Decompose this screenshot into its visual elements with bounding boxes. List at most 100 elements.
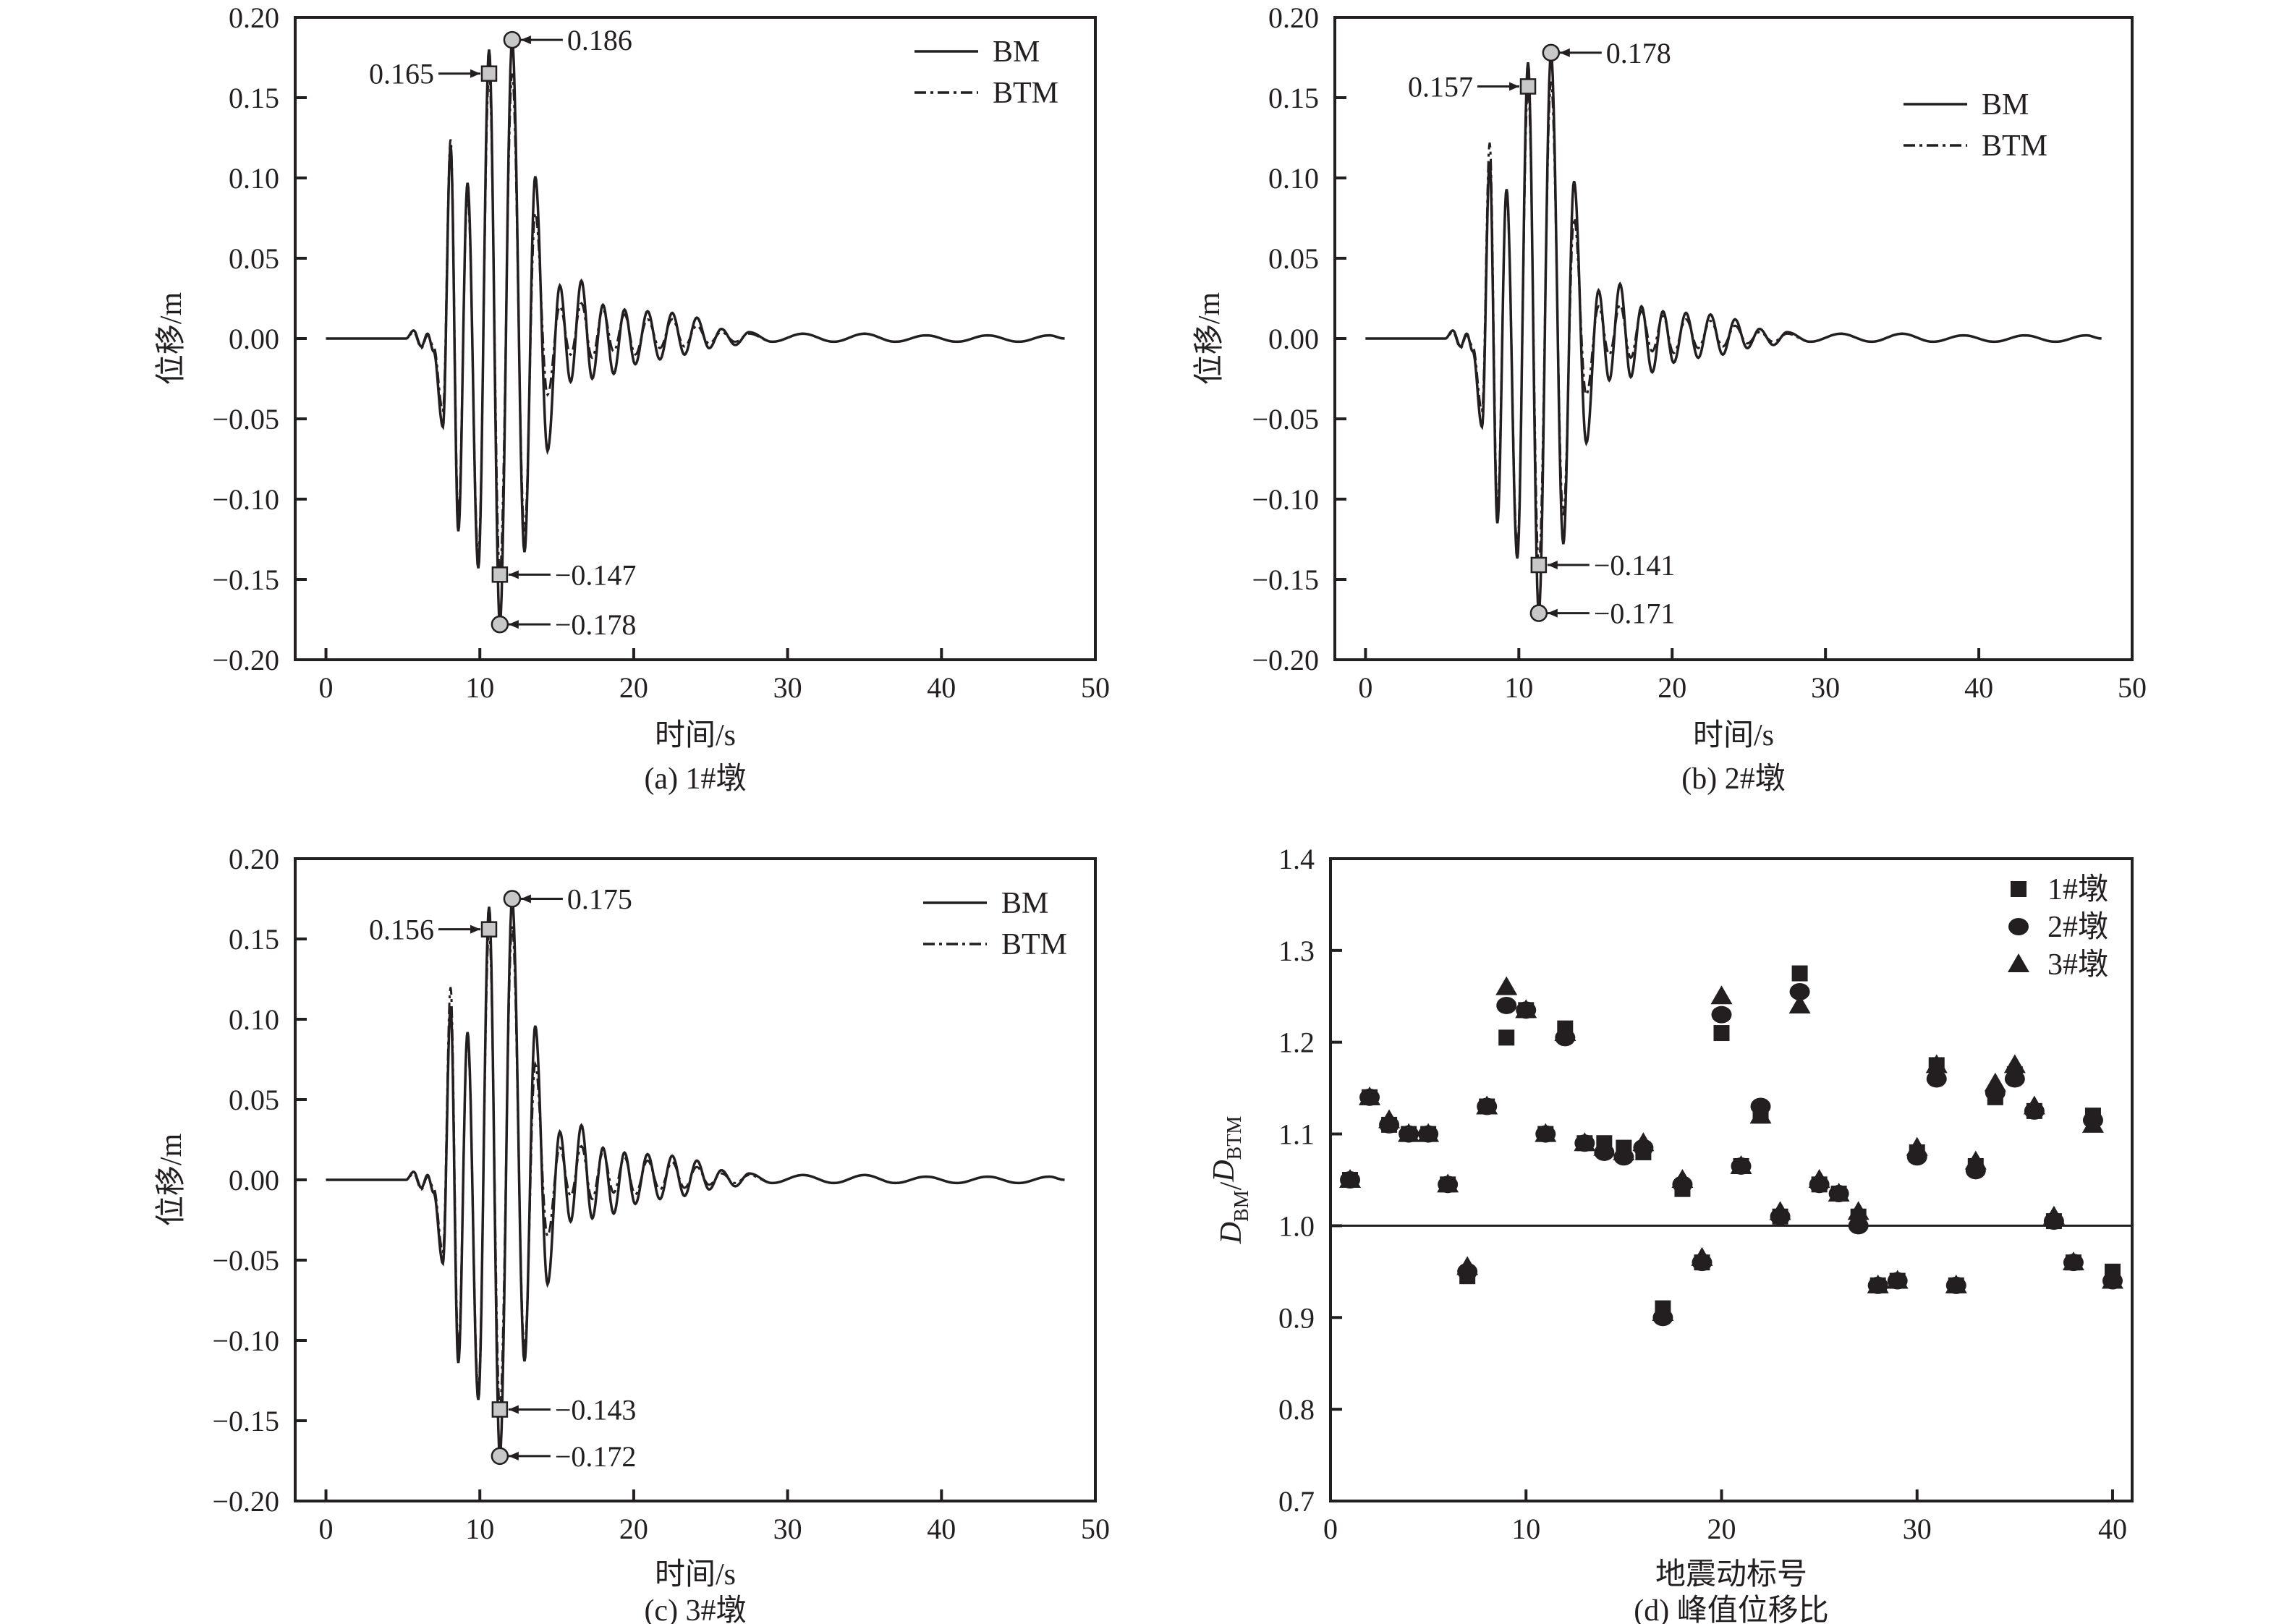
arrowhead-icon: [470, 924, 480, 934]
data-point-triangle: [1847, 1201, 1870, 1220]
legend-marker-triangle: [2008, 953, 2029, 972]
x-tick-label: 20: [619, 671, 648, 704]
data-point-triangle: [2003, 1054, 2026, 1074]
data-point-triangle: [1593, 1136, 1616, 1156]
y-tick-label: 0.15: [229, 923, 279, 956]
arrowhead-icon: [508, 570, 519, 579]
y-tick-label: −0.15: [212, 564, 279, 596]
data-point-triangle: [1378, 1109, 1401, 1128]
legend-marker-circle: [2008, 918, 2029, 935]
y-tick-label: 0.20: [229, 843, 279, 875]
series-btm-line: [1365, 81, 2102, 566]
data-point-square: [1498, 1029, 1515, 1046]
data-point-triangle: [1906, 1136, 1928, 1156]
data-point-triangle: [1554, 1022, 1576, 1042]
data-point-triangle: [1828, 1183, 1850, 1202]
y-tick-label: −0.10: [212, 1325, 279, 1357]
data-point-triangle: [1867, 1274, 1889, 1293]
data-point-triangle: [1788, 994, 1811, 1013]
annotation-label: 0.165: [369, 58, 434, 90]
y-axis-label: 位移/m: [1192, 292, 1226, 386]
y-axis-label-part: /: [1215, 1181, 1248, 1190]
data-point-triangle: [1515, 999, 1537, 1019]
data-point-square: [1713, 1025, 1730, 1042]
annotation-label: 0.178: [1606, 37, 1671, 69]
data-point-circle: [1848, 1217, 1869, 1235]
data-point-triangle: [1437, 1173, 1459, 1193]
x-tick-label: 20: [1658, 671, 1686, 704]
plot-frame: [1329, 857, 2134, 1502]
data-point-triangle: [1652, 1301, 1674, 1321]
y-tick-label: 1.4: [1278, 843, 1315, 875]
y-tick-label: 1.3: [1278, 935, 1315, 967]
peak-marker-circle: [1542, 43, 1561, 62]
series-btm-line: [326, 73, 1065, 575]
annotation-label: −0.141: [1594, 549, 1676, 582]
data-point-triangle: [1417, 1123, 1440, 1142]
y-tick-label: 0.8: [1278, 1393, 1315, 1426]
peak-marker-square: [491, 566, 509, 583]
y-tick-label: 0.9: [1278, 1301, 1315, 1334]
annotation-label: −0.172: [555, 1440, 637, 1473]
series-bm-line: [326, 898, 1065, 1457]
x-tick-label: 30: [1903, 1513, 1932, 1545]
data-point-triangle: [1769, 1201, 1791, 1220]
peak-marker-square: [480, 65, 498, 82]
peak-marker-square: [1530, 556, 1548, 574]
data-point-triangle: [1984, 1072, 2006, 1092]
y-tick-label: 0.20: [1268, 1, 1319, 34]
peak-marker-circle: [503, 30, 522, 49]
y-tick-label: 1.0: [1278, 1210, 1315, 1242]
y-tick-label: 0.00: [229, 323, 279, 355]
data-point-triangle: [1886, 1270, 1909, 1289]
annotation-label: −0.143: [555, 1393, 637, 1426]
x-tick-label: 30: [773, 1513, 802, 1545]
x-axis-label: 时间/s: [655, 719, 736, 752]
x-tick-label: 0: [319, 1513, 334, 1545]
x-tick-label: 10: [1511, 1513, 1540, 1545]
annotation-label: −0.147: [555, 558, 637, 591]
x-tick-label: 20: [1707, 1513, 1736, 1545]
data-point-triangle: [1925, 1054, 1948, 1074]
x-tick-label: 0: [1358, 671, 1372, 704]
data-point-triangle: [1398, 1123, 1420, 1142]
y-tick-label: −0.15: [1252, 564, 1319, 596]
annotation-label: −0.178: [555, 608, 637, 641]
y-axis-label-part: BTM: [1223, 1116, 1246, 1160]
y-tick-label: −0.20: [212, 644, 279, 676]
panel-title: (c) 3#墩: [644, 1594, 746, 1624]
x-tick-label: 40: [927, 1513, 956, 1545]
legend-label-bm: BM: [1001, 887, 1048, 920]
y-axis-label-part: D: [1208, 1160, 1241, 1182]
y-tick-label: 0.05: [229, 242, 279, 275]
legend-label-bm: BM: [1982, 88, 2029, 122]
annotation-label: 0.186: [567, 24, 632, 56]
series-btm-line: [326, 925, 1065, 1410]
x-tick-label: 40: [927, 671, 956, 704]
data-point-triangle: [1691, 1246, 1713, 1266]
arrowhead-icon: [1559, 48, 1570, 57]
data-point-triangle: [1945, 1274, 1967, 1293]
y-tick-label: −0.05: [212, 403, 279, 435]
y-axis-label: 位移/m: [154, 292, 188, 386]
y-axis-label-part: BM: [1231, 1190, 1253, 1222]
y-tick-label: −0.15: [212, 1405, 279, 1437]
data-point-square: [1791, 965, 1808, 982]
data-point-circle: [1496, 996, 1517, 1014]
x-tick-label: 30: [773, 671, 802, 704]
y-axis-label: DBM/DBTM: [1208, 1116, 1253, 1245]
data-point-circle: [1789, 982, 1810, 1000]
data-point-triangle: [1964, 1150, 1987, 1170]
arrowhead-icon: [508, 620, 519, 629]
y-tick-label: 0.10: [229, 1003, 279, 1036]
x-tick-label: 30: [1811, 671, 1840, 704]
legend-label-btm: BTM: [993, 77, 1058, 110]
x-tick-label: 10: [465, 1513, 494, 1545]
data-point-triangle: [2101, 1270, 2123, 1289]
y-tick-label: 0.15: [1268, 82, 1319, 114]
x-tick-label: 0: [1323, 1513, 1338, 1545]
peak-marker-circle: [491, 1447, 509, 1466]
x-axis-label: 时间/s: [1693, 719, 1774, 752]
data-point-triangle: [2081, 1113, 2104, 1133]
